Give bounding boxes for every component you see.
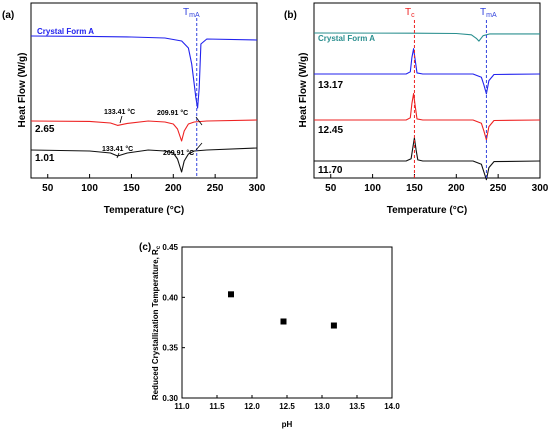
panel-b: 50 100 150 200 250 300 Tc TmA Crystal Form A … [298, 2, 549, 216]
panel-c-y-tick-label: 0.30 [162, 394, 178, 403]
panel-a-anno-black-133: 133.41 °C [102, 145, 133, 153]
panel-b-tag: (b) [284, 10, 297, 21]
panel-a-x-tick-label: 300 [249, 183, 266, 194]
panel-c-points [228, 291, 337, 329]
panel-c-x-tick-label: 11.0 [174, 402, 190, 411]
panel-b-series-line [313, 32, 540, 42]
panel-a-series-line [30, 35, 258, 109]
panel-a-series-label-101: 1.01 [35, 153, 55, 164]
panel-c-tag: (c) [139, 242, 151, 253]
panel-c: 11.0 11.5 12.0 12.5 13.0 13.5 14.0 0.30 0.35 0.40… [151, 243, 400, 429]
panel-a: 50 100 150 200 250 300 TmA Crystal Form A 2.6… [17, 2, 266, 216]
panel-a-series-line [30, 119, 258, 142]
panel-b-series-line [314, 93, 541, 141]
panel-b-series-label-1170: 11.70 [318, 165, 343, 176]
panel-b-series-line [314, 137, 541, 181]
panel-a-frame [30, 2, 258, 179]
panel-b-tc-label: Tc [405, 7, 415, 19]
panel-a-x-axis-title: Temperature (°C) [104, 205, 185, 216]
panel-c-x-axis-title: pH [282, 420, 293, 429]
panel-b-x-tick-label: 100 [364, 183, 381, 194]
panel-a-arrow-black-209 [195, 142, 203, 151]
panel-c-x-tick-label: 14.0 [384, 402, 400, 411]
panel-a-curves [30, 35, 258, 173]
panel-c-ticks: 11.0 11.5 12.0 12.5 13.0 13.5 14.0 0.30 0.35 0.40… [162, 243, 400, 411]
panel-b-series-label-1317: 13.17 [318, 80, 343, 91]
panel-a-x-tick-label: 50 [42, 183, 54, 194]
panel-a-crystal-form-a-label: Crystal Form A [37, 27, 94, 36]
panel-a-anno-red-133: 133.41 °C [104, 108, 135, 116]
panel-c-x-tick-label: 13.0 [314, 402, 330, 411]
panel-c-data-point [280, 318, 287, 325]
panel-c-x-tick-label: 12.5 [279, 402, 295, 411]
panel-a-tag: (a) [2, 10, 14, 21]
panel-b-curves [313, 32, 541, 181]
panel-a-anno-red-209: 209.91 °C [157, 109, 188, 117]
panel-c-data-point [330, 322, 337, 329]
panel-a-x-ticks: 50 100 150 200 250 300 [42, 174, 266, 194]
panel-b-x-tick-label: 200 [448, 183, 465, 194]
panel-b-y-axis-title: Heat Flow (W/g) [298, 53, 309, 128]
panel-c-x-tick-label: 11.5 [209, 402, 225, 411]
panel-a-arrow-red-209 [195, 116, 203, 126]
panel-a-x-tick-label: 150 [123, 183, 140, 194]
panel-c-y-tick-label: 0.45 [162, 243, 178, 252]
panel-b-x-tick-label: 150 [406, 183, 423, 194]
panel-a-anno-black-209: 209.91 °C [163, 149, 194, 157]
panel-a-y-axis-title: Heat Flow (W/g) [17, 53, 28, 128]
panel-a-x-tick-label: 250 [207, 183, 224, 194]
panel-a-arrow-red-133 [119, 115, 123, 124]
panel-c-x-tick-label: 13.5 [349, 402, 365, 411]
panel-b-x-tick-label: 300 [532, 183, 549, 194]
panel-b-crystal-form-a-label: Crystal Form A [318, 34, 375, 43]
panel-c-y-tick-label: 0.40 [162, 293, 178, 302]
panel-b-frame [313, 2, 541, 179]
panel-c-x-tick-label: 12.0 [244, 402, 260, 411]
panel-a-x-tick-label: 200 [165, 183, 182, 194]
panel-c-frame [181, 246, 393, 399]
panel-b-x-axis-title: Temperature (°C) [387, 205, 468, 216]
panel-a-tma-label: TmA [183, 7, 200, 19]
panel-c-y-axis-title: Reduced Crystallization Temperature, Rc [151, 245, 162, 400]
panel-a-arrow-black-133 [116, 152, 120, 159]
panel-c-y-tick-label: 0.35 [162, 344, 178, 353]
panel-a-series-label-265: 2.65 [35, 124, 55, 135]
panel-b-x-tick-label: 50 [325, 183, 337, 194]
panel-a-series-line [30, 147, 258, 173]
panel-b-tma-label: TmA [480, 7, 497, 19]
panel-b-series-label-1245: 12.45 [318, 125, 343, 136]
panel-a-x-tick-label: 100 [81, 183, 98, 194]
panel-c-data-point [228, 291, 234, 298]
panel-b-series-line [314, 48, 541, 95]
panel-b-x-tick-label: 250 [490, 183, 507, 194]
panel-b-x-ticks: 50 100 150 200 250 300 [325, 174, 549, 194]
